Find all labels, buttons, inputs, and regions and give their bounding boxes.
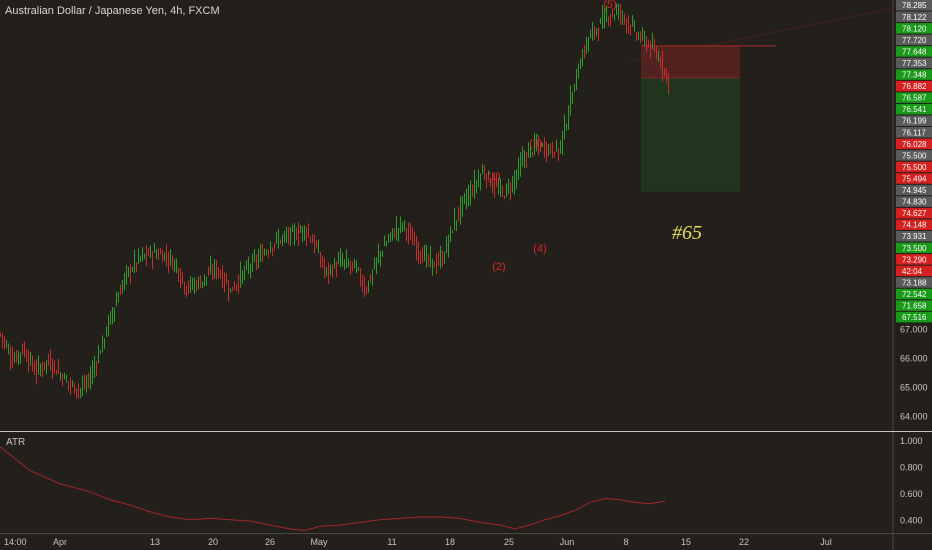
price-marker-label: 71.658 [902, 302, 927, 311]
x-tick-label: 26 [265, 537, 275, 547]
price-marker-label: 77.648 [902, 47, 927, 56]
x-tick-label: 18 [445, 537, 455, 547]
price-marker-label: 76.028 [902, 140, 927, 149]
risk-zone [641, 46, 740, 78]
price-marker-label: 74.945 [902, 186, 927, 195]
price-marker-label: 73.500 [902, 244, 927, 253]
trade-label: #65 [672, 222, 702, 244]
x-tick-label: Jul [820, 537, 832, 547]
x-tick-label: 11 [387, 537, 396, 547]
x-tick-label: May [310, 537, 328, 547]
price-marker-label: 76.882 [902, 82, 927, 91]
price-marker-label: 75.500 [902, 151, 927, 160]
price-marker-label: 73.188 [902, 278, 927, 287]
price-marker-label: 76.199 [902, 117, 927, 126]
chart-title: Australian Dollar / Japanese Yen, 4h, FX… [5, 5, 220, 17]
price-marker-label: 78.285 [902, 1, 927, 10]
price-marker-label: 75.500 [902, 163, 927, 172]
y-tick-label: 64.000 [900, 411, 928, 421]
x-tick-label: Apr [53, 537, 67, 547]
reward-zone [641, 78, 740, 192]
wave-label: (1) [487, 171, 500, 183]
x-tick-label: 20 [208, 537, 218, 547]
wave-label: (3) [529, 138, 542, 150]
price-marker-label: 78.120 [902, 24, 927, 33]
x-tick-label: 8 [623, 537, 628, 547]
wave-label: (4) [533, 243, 546, 255]
price-marker-label: 42:04 [902, 267, 923, 276]
atr-tick-label: 0.400 [900, 516, 923, 526]
price-marker-label: 73.290 [902, 255, 927, 264]
wave-label: (5) [603, 0, 616, 11]
x-tick-label: 13 [150, 537, 160, 547]
atr-label: ATR [6, 437, 25, 448]
price-marker-label: 74.830 [902, 198, 927, 207]
price-marker-label: 77.720 [902, 36, 927, 45]
x-tick-label: 15 [681, 537, 691, 547]
atr-tick-label: 0.800 [900, 463, 923, 473]
price-marker-label: 73.931 [902, 232, 927, 241]
price-marker-label: 76.541 [902, 105, 927, 114]
price-marker-label: 74.627 [902, 209, 927, 218]
price-marker-label: 77.348 [902, 71, 927, 80]
atr-line [0, 447, 665, 531]
price-marker-label: 72.542 [902, 290, 927, 299]
price-marker-label: 77.353 [902, 59, 927, 68]
y-tick-label: 65.000 [900, 382, 928, 392]
x-tick-label: 25 [504, 537, 514, 547]
y-tick-label: 67.000 [900, 324, 928, 334]
price-marker-label: 74.148 [902, 221, 927, 230]
price-marker-label: 75.494 [902, 174, 927, 183]
atr-tick-label: 0.600 [900, 489, 923, 499]
atr-tick-label: 1.000 [900, 436, 923, 446]
price-marker-label: 76.587 [902, 94, 927, 103]
x-tick-label: 14:00 [4, 537, 27, 547]
price-marker-label: 67.516 [902, 313, 927, 322]
x-tick-label: Jun [560, 537, 575, 547]
y-tick-label: 66.000 [900, 353, 928, 363]
x-tick-label: 22 [739, 537, 749, 547]
price-marker-label: 78.122 [902, 13, 927, 22]
wave-label: (2) [492, 261, 505, 273]
price-marker-label: 76.117 [902, 128, 926, 137]
